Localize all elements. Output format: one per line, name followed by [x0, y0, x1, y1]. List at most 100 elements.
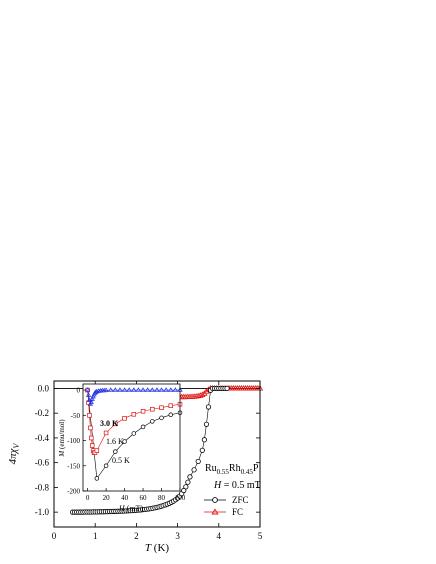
- inset-point-3-0-k: [172, 387, 178, 392]
- zfc-point: [191, 467, 197, 473]
- legend-item-zfc: ZFC: [204, 495, 249, 505]
- zfc-series: [69, 385, 230, 515]
- main-y-tick-label: -0.2: [35, 408, 49, 418]
- inset-point-0-5-k: [122, 439, 127, 444]
- inset-chart: 0 20 40 60 80 100 0 -50 -100 -150 -200 H (mT) M (…: [58, 383, 186, 513]
- main-x-axis-label: T (K): [145, 542, 169, 554]
- zfc-point: [201, 437, 207, 443]
- inset-point-1-6-k: [122, 416, 127, 421]
- inset-point-1-6-k: [94, 448, 100, 453]
- inset-y-tick-label: 0: [77, 387, 81, 395]
- inset-x-tick-label: 80: [158, 494, 166, 502]
- label-0-5k: 0.5 K: [112, 456, 130, 465]
- inset-point-3-0-k: [140, 387, 146, 392]
- inset-point-3-0-k: [126, 387, 132, 392]
- zfc-point: [187, 474, 193, 480]
- inset-y-tick-label: -150: [67, 462, 80, 470]
- inset-point-1-6-k: [159, 405, 164, 410]
- inset-y-ticks: 0 -50 -100 -150 -200: [67, 387, 86, 496]
- zfc-point: [185, 479, 191, 485]
- zfc-point: [183, 484, 189, 490]
- main-x-tick-label: 4: [217, 531, 222, 541]
- inset-point-0-5-k: [113, 449, 118, 454]
- inset-y-tick-label: -50: [71, 412, 81, 420]
- inset-point-1-6-k: [87, 413, 92, 418]
- main-y-tick-label: -1.0: [35, 507, 50, 517]
- inset-point-3-0-k: [131, 387, 137, 392]
- fc-point: [199, 391, 206, 397]
- inset-x-ticks: 0 20 40 60 80 100: [86, 488, 186, 502]
- inset-point-3-0-k: [88, 399, 94, 404]
- compound-label: Ru0.55Rh0.45P: [205, 463, 259, 476]
- legend-item-fc: FC: [204, 507, 243, 517]
- inset-point-1-6-k: [140, 409, 146, 414]
- main-y-tick-label: -0.8: [35, 482, 50, 492]
- inset-point-3-0-k: [117, 387, 123, 392]
- inset-point-3-0-k: [154, 387, 160, 392]
- legend-zfc-label: ZFC: [232, 495, 249, 505]
- inset-y-tick-label: -200: [67, 488, 80, 496]
- inset-y-axis-label: M (emu/mol): [58, 419, 66, 458]
- zfc-point: [195, 458, 201, 465]
- inset-point-0-5-k: [103, 463, 109, 469]
- inset-point-3-0-k: [108, 387, 114, 392]
- inset-point-0-5-k: [94, 476, 100, 481]
- inset-series: [85, 387, 183, 481]
- inset-point-3-0-k: [89, 396, 95, 401]
- inset-y-tick-label: -100: [67, 437, 80, 445]
- inset-point-0-5-k: [150, 419, 155, 424]
- zfc-point: [224, 385, 230, 392]
- inset-point-3-0-k: [158, 387, 165, 392]
- inset-point-1-6-k: [150, 406, 155, 412]
- main-x-tick-label: 1: [93, 531, 98, 541]
- inset-point-1-6-k: [88, 425, 93, 431]
- inset-point-3-0-k: [94, 388, 100, 394]
- inset-x-axis-label: H (mT): [118, 504, 144, 513]
- inset-point-3-0-k: [149, 387, 155, 392]
- zfc-point: [199, 447, 205, 453]
- inset-x-tick-label: 60: [140, 494, 148, 502]
- main-y-ticks: 0.0 -0.2 -0.4 -0.6 -0.8 -1.0: [35, 383, 260, 517]
- inset-x-tick-label: 40: [121, 494, 129, 502]
- inset-point-1-6-k: [103, 430, 109, 436]
- inset-line-3-0-k: [87, 389, 180, 406]
- zfc-point: [203, 421, 210, 427]
- main-y-axis-label: 4πχV: [7, 443, 21, 465]
- inset-point-1-6-k: [131, 412, 137, 417]
- inset-point-3-0-k: [145, 387, 151, 392]
- inset-point-3-0-k: [163, 387, 169, 392]
- inset-point-1-6-k: [168, 403, 174, 408]
- legend-zfc-marker: [212, 497, 218, 503]
- main-x-tick-label: 5: [258, 531, 263, 541]
- inset-point-3-0-k: [85, 392, 92, 397]
- inset-point-0-5-k: [140, 424, 146, 430]
- main-x-tick-label: 0: [52, 531, 57, 541]
- main-y-tick-label: -0.6: [35, 458, 50, 468]
- inset-point-1-6-k: [113, 421, 118, 427]
- inset-point-3-0-k: [168, 387, 174, 392]
- inset-point-3-0-k: [121, 387, 128, 392]
- main-plot-frame: [53, 380, 261, 528]
- main-y-tick-label: -0.4: [35, 433, 50, 443]
- inset-point-3-0-k: [103, 387, 109, 393]
- inset-x-tick-label: 20: [103, 494, 111, 502]
- inset-x-tick-label: 100: [175, 494, 186, 502]
- main-x-tick-label: 3: [175, 531, 180, 541]
- inset-x-tick-label: 0: [86, 494, 90, 502]
- inset-point-1-6-k: [89, 443, 95, 448]
- fc-point: [197, 392, 204, 398]
- inset-point-3-0-k: [112, 387, 118, 392]
- legend-fc-marker: [211, 508, 219, 515]
- legend-fc-label: FC: [232, 507, 243, 517]
- inset-point-0-5-k: [159, 415, 164, 421]
- zfc-point: [205, 404, 212, 410]
- label-3-0k: 3.0 K: [100, 419, 119, 428]
- fc-point: [195, 392, 202, 399]
- inset-background: [83, 384, 180, 491]
- inset-plot-frame: [82, 383, 181, 492]
- field-label: H = 0.5 mT: [213, 480, 261, 491]
- inset-point-3-0-k: [135, 387, 142, 392]
- inset-point-0-5-k: [131, 431, 137, 436]
- label-1-6k: 1.6 K: [106, 437, 124, 446]
